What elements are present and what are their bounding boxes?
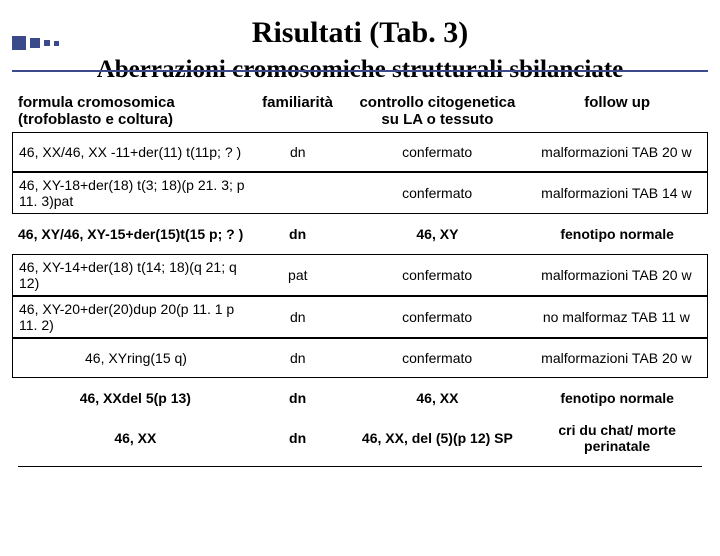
cell-c4: cri du chat/ morte perinatale bbox=[532, 422, 702, 454]
cell-c2: dn bbox=[253, 430, 343, 446]
cell-c3: confermato bbox=[343, 350, 532, 366]
table-row: 46, XY-18+der(18) t(3; 18)(p 21. 3; p 11… bbox=[12, 172, 708, 214]
header-familiarita: familiarità bbox=[253, 94, 343, 128]
cell-c4: fenotipo normale bbox=[532, 226, 702, 242]
cell-c2: dn bbox=[253, 144, 343, 160]
cell-c4: malformazioni TAB 20 w bbox=[532, 144, 701, 160]
table-row: 46, XY-20+der(20)dup 20(p 11. 1 p 11. 2)… bbox=[12, 296, 708, 338]
cell-c2: dn bbox=[253, 226, 343, 242]
table-row: 46, XY/46, XY-15+der(15)t(15 p; ? )dn46,… bbox=[12, 214, 708, 254]
cell-c2: dn bbox=[253, 390, 343, 406]
cell-c4: malformazioni TAB 20 w bbox=[532, 267, 701, 283]
corner-decoration bbox=[12, 36, 59, 50]
header-text: controllo citogenetica bbox=[343, 94, 533, 111]
header-formula: formula cromosomica (trofoblasto e coltu… bbox=[18, 94, 253, 128]
deco-square bbox=[12, 36, 26, 50]
cell-c4: malformazioni TAB 14 w bbox=[532, 185, 701, 201]
cell-c3: confermato bbox=[343, 309, 532, 325]
cell-c3: 46, XX bbox=[343, 390, 533, 406]
cell-c1: 46, XYring(15 q) bbox=[19, 350, 253, 366]
slide-title: Risultati (Tab. 3) bbox=[0, 16, 720, 50]
cell-c1: 46, XY-20+der(20)dup 20(p 11. 1 p 11. 2) bbox=[19, 301, 253, 333]
header-rule bbox=[12, 70, 708, 72]
results-table: 46, XX/46, XX -11+der(11) t(11p; ? )dnco… bbox=[12, 132, 708, 458]
cell-c3: confermato bbox=[343, 185, 532, 201]
table-row: 46, XXdn46, XX, del (5)(p 12) SPcri du c… bbox=[12, 418, 708, 458]
cell-c2: pat bbox=[253, 267, 343, 283]
cell-c3: 46, XX, del (5)(p 12) SP bbox=[343, 430, 533, 446]
cell-c3: confermato bbox=[343, 267, 532, 283]
cell-c3: confermato bbox=[343, 144, 532, 160]
deco-square bbox=[30, 38, 40, 48]
table-row: 46, XYring(15 q)dnconfermatomalformazion… bbox=[12, 338, 708, 378]
deco-square bbox=[54, 41, 59, 46]
cell-c1: 46, XY-18+der(18) t(3; 18)(p 21. 3; p 11… bbox=[19, 177, 253, 209]
cell-c1: 46, XX bbox=[18, 430, 253, 446]
header-text: (trofoblasto e coltura) bbox=[18, 111, 253, 128]
header-followup: follow up bbox=[532, 94, 702, 128]
cell-c1: 46, XXdel 5(p 13) bbox=[18, 390, 253, 406]
cell-c3: 46, XY bbox=[343, 226, 533, 242]
cell-c1: 46, XY/46, XY-15+der(15)t(15 p; ? ) bbox=[18, 226, 253, 242]
table-row: 46, XXdel 5(p 13)dn46, XXfenotipo normal… bbox=[12, 378, 708, 418]
cell-c2: dn bbox=[253, 350, 343, 366]
header-text: su LA o tessuto bbox=[343, 111, 533, 128]
footer-rule bbox=[18, 466, 702, 467]
header-text: formula cromosomica bbox=[18, 94, 253, 111]
cell-c4: fenotipo normale bbox=[532, 390, 702, 406]
header-controllo: controllo citogenetica su LA o tessuto bbox=[343, 94, 533, 128]
deco-square bbox=[44, 40, 50, 46]
cell-c2: dn bbox=[253, 309, 343, 325]
cell-c1: 46, XY-14+der(18) t(14; 18)(q 21; q 12) bbox=[19, 259, 253, 291]
cell-c1: 46, XX/46, XX -11+der(11) t(11p; ? ) bbox=[19, 144, 253, 160]
table-row: 46, XX/46, XX -11+der(11) t(11p; ? )dnco… bbox=[12, 132, 708, 172]
table-header-row: formula cromosomica (trofoblasto e coltu… bbox=[18, 94, 702, 128]
cell-c4: no malformaz TAB 11 w bbox=[532, 309, 701, 325]
cell-c4: malformazioni TAB 20 w bbox=[532, 350, 701, 366]
table-row: 46, XY-14+der(18) t(14; 18)(q 21; q 12)p… bbox=[12, 254, 708, 296]
